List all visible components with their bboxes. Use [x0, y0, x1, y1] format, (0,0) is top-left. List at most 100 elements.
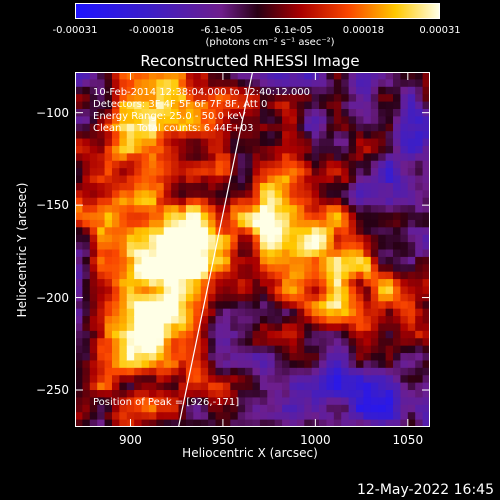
heatmap-cell	[385, 293, 394, 302]
heatmap-cell	[400, 301, 409, 310]
heatmap-cell	[104, 367, 113, 376]
heatmap-cell	[89, 301, 98, 310]
heatmap-cell	[356, 286, 365, 295]
heatmap-cell	[304, 175, 313, 184]
heatmap-cell	[393, 271, 402, 280]
heatmap-cell	[171, 242, 180, 251]
heatmap-cell	[311, 227, 320, 236]
heatmap-cell	[378, 330, 387, 339]
heatmap-cell	[378, 256, 387, 265]
heatmap-cell	[370, 256, 379, 265]
heatmap-cell	[274, 367, 283, 376]
heatmap-cell	[289, 212, 298, 221]
heatmap-cell	[185, 108, 194, 117]
heatmap-cell	[230, 256, 239, 265]
heatmap-cell	[341, 293, 350, 302]
heatmap-cell	[282, 367, 291, 376]
heatmap-cell	[267, 234, 276, 243]
heatmap-cell	[319, 72, 328, 80]
heatmap-cell	[215, 131, 224, 140]
heatmap-cell	[82, 375, 91, 384]
heatmap-cell	[141, 234, 150, 243]
heatmap-cell	[415, 242, 424, 251]
heatmap-cell	[259, 353, 268, 362]
heatmap-cell	[356, 404, 365, 413]
heatmap-cell	[97, 308, 106, 317]
heatmap-cell	[134, 94, 143, 103]
heatmap-cell	[119, 353, 128, 362]
heatmap-cell	[333, 72, 342, 80]
heatmap-cell	[326, 419, 335, 427]
heatmap-cell	[200, 101, 209, 110]
heatmap-cell	[178, 301, 187, 310]
heatmap-cell	[134, 249, 143, 258]
heatmap-cell	[282, 301, 291, 310]
heatmap-cell	[119, 412, 128, 421]
heatmap-cell	[326, 330, 335, 339]
heatmap-cell	[193, 190, 202, 199]
heatmap-cell	[400, 360, 409, 369]
heatmap-cell	[178, 72, 187, 80]
heatmap-cell	[126, 286, 135, 295]
colorbar-unit: (photons cm⁻² s⁻¹ asec⁻²)	[205, 37, 335, 48]
heatmap-cell	[282, 86, 291, 95]
heatmap-cell	[208, 279, 217, 288]
heatmap-cell	[252, 345, 261, 354]
heatmap-cell	[341, 79, 350, 88]
heatmap-cell	[348, 242, 357, 251]
heatmap-cell	[370, 367, 379, 376]
heatmap-cell	[215, 242, 224, 251]
heatmap-cell	[370, 227, 379, 236]
heatmap-cell	[185, 323, 194, 332]
heatmap-cell	[348, 360, 357, 369]
heatmap-cell	[378, 397, 387, 406]
heatmap-cell	[348, 397, 357, 406]
heatmap-cell	[230, 175, 239, 184]
heatmap-cell	[422, 419, 430, 427]
heatmap-cell	[422, 153, 430, 162]
heatmap-cell	[407, 123, 416, 132]
heatmap-cell	[385, 382, 394, 391]
heatmap-cell	[82, 131, 91, 140]
heatmap-cell	[422, 286, 430, 295]
heatmap-cell	[104, 382, 113, 391]
heatmap-cell	[89, 412, 98, 421]
heatmap-cell	[141, 419, 150, 427]
heatmap-cell	[163, 330, 172, 339]
heatmap-cell	[82, 279, 91, 288]
heatmap-cell	[326, 227, 335, 236]
heatmap-cell	[141, 293, 150, 302]
heatmap-cell	[163, 205, 172, 214]
heatmap-cell	[104, 219, 113, 228]
heatmap-cell	[75, 153, 83, 162]
heatmap-cell	[311, 412, 320, 421]
heatmap-cell	[104, 227, 113, 236]
heatmap-cell	[193, 94, 202, 103]
heatmap-cell	[141, 249, 150, 258]
heatmap-cell	[200, 175, 209, 184]
heatmap-cell	[393, 79, 402, 88]
heatmap-cell	[348, 205, 357, 214]
heatmap-cell	[356, 323, 365, 332]
heatmap-cell	[415, 153, 424, 162]
heatmap-cell	[141, 367, 150, 376]
heatmap-cell	[230, 419, 239, 427]
heatmap-cell	[341, 190, 350, 199]
heatmap-cell	[296, 338, 305, 347]
heatmap-cell	[208, 79, 217, 88]
heatmap-cell	[407, 279, 416, 288]
heatmap-cell	[185, 404, 194, 413]
heatmap-cell	[282, 419, 291, 427]
heatmap-cell	[333, 227, 342, 236]
heatmap-cell	[296, 345, 305, 354]
heatmap-cell	[319, 108, 328, 117]
heatmap-cell	[208, 138, 217, 147]
heatmap-cell	[370, 197, 379, 206]
heatmap-cell	[200, 301, 209, 310]
heatmap-cell	[393, 375, 402, 384]
heatmap-cell	[141, 412, 150, 421]
heatmap-cell	[230, 330, 239, 339]
heatmap-cell	[259, 286, 268, 295]
heatmap-cell	[415, 397, 424, 406]
heatmap-cell	[422, 212, 430, 221]
